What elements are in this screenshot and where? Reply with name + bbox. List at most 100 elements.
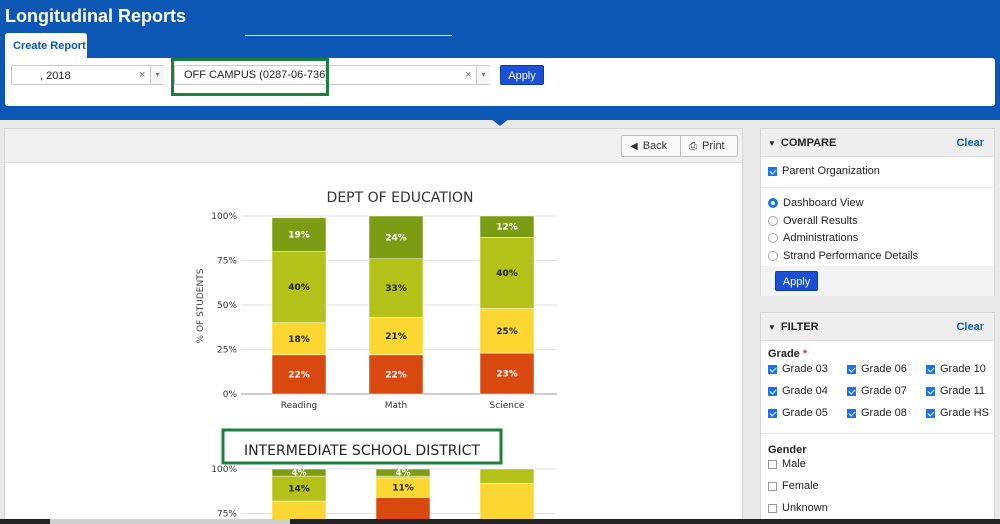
chevron-down-icon[interactable]: ▼: [768, 323, 776, 332]
campus-clear-icon[interactable]: ×: [465, 69, 472, 81]
radio-label: Dashboard View: [783, 197, 864, 209]
grade-checkbox[interactable]: Grade 06: [847, 363, 907, 375]
parent-organization-checkbox[interactable]: Parent Organization: [768, 165, 880, 177]
checkbox-checked-icon: [926, 364, 935, 374]
grade-label-text: Grade: [768, 348, 800, 360]
data-label: 12%: [496, 223, 518, 233]
grade-label: Grade 06: [861, 363, 907, 375]
print-button[interactable]: ⎙ Print: [680, 135, 738, 157]
radio-label: Strand Performance Details: [783, 250, 919, 262]
printer-icon: ⎙: [689, 141, 697, 152]
compare-panel-header[interactable]: ▼ COMPARE Clear: [761, 129, 994, 157]
chart-title-district: INTERMEDIATE SCHOOL DISTRICT: [244, 443, 480, 459]
checkbox-checked-icon: [768, 408, 777, 418]
data-label: 25%: [496, 327, 518, 337]
report-toolbar: ◀ Back ⎙ Print: [5, 129, 742, 163]
app-header: Longitudinal Reports Create Report , 201…: [0, 0, 1000, 126]
data-label: 11%: [392, 484, 414, 494]
bar-segment[interactable]: [368, 258, 424, 318]
data-label: 19%: [288, 231, 310, 241]
grade-label: Grade 04: [782, 385, 828, 397]
gender-checkbox-female[interactable]: Female: [768, 480, 819, 492]
header-pointer: [490, 118, 510, 126]
chart-y-axis-label: % OF STUDENTS: [196, 268, 206, 343]
campus-select[interactable]: OFF CAMPUS (0287-06-736) × ▾: [174, 65, 490, 85]
chevron-down-icon[interactable]: ▼: [768, 139, 776, 148]
campus-highlight-box: [171, 58, 329, 96]
checkbox-checked-icon: [926, 408, 935, 418]
radio-overall-results[interactable]: Overall Results: [768, 215, 858, 227]
grade-checkbox[interactable]: Grade 10: [926, 363, 986, 375]
filter-panel-header[interactable]: ▼ FILTER Clear: [761, 313, 994, 341]
divider: [761, 433, 994, 434]
report-panel: ◀ Back ⎙ Print DEPT OF EDUCATION % OF STUD…: [4, 128, 743, 524]
tab-create-report[interactable]: Create Report: [5, 33, 87, 59]
radio-administrations[interactable]: Administrations: [768, 232, 858, 244]
bar-segment[interactable]: [271, 251, 327, 324]
grade-checkbox[interactable]: Grade 04: [768, 385, 828, 397]
apply-filters-button[interactable]: Apply: [500, 65, 544, 85]
bar-segment[interactable]: [375, 468, 431, 477]
checkbox-icon: [768, 503, 777, 513]
radio-selected-icon: [768, 198, 778, 208]
gender-group-label: Gender: [768, 444, 807, 456]
bar-segment[interactable]: [479, 482, 535, 524]
year-clear-icon[interactable]: ×: [139, 69, 146, 81]
bar-segment[interactable]: [479, 352, 535, 395]
year-select[interactable]: , 2018 × ▾: [11, 65, 164, 85]
gender-label: Female: [782, 480, 819, 492]
year-chevron-down-icon[interactable]: ▾: [150, 66, 164, 84]
grade-checkbox[interactable]: Grade 03: [768, 363, 828, 375]
radio-dashboard-view[interactable]: Dashboard View: [768, 197, 864, 209]
checkbox-checked-icon: [847, 408, 856, 418]
radio-icon: [768, 251, 778, 261]
radio-icon: [768, 216, 778, 226]
bar-segment[interactable]: [271, 354, 327, 395]
data-label: 14%: [288, 485, 310, 495]
y-tick-label: 100%: [211, 465, 237, 475]
y-tick-label: 100%: [211, 212, 237, 222]
gender-checkbox-male[interactable]: Male: [768, 458, 806, 470]
chart-bars-district: 14% 4% 11% 4%: [271, 468, 535, 524]
bar-segment[interactable]: [368, 354, 424, 395]
district-highlight-box: [221, 428, 503, 465]
bar-segment[interactable]: [479, 215, 535, 238]
x-tick-label: Science: [490, 401, 525, 411]
checkbox-checked-icon: [768, 364, 777, 374]
grade-checkbox[interactable]: Grade 11: [926, 385, 985, 397]
grade-checkbox[interactable]: Grade HS: [926, 407, 989, 419]
filter-panel: ▼ FILTER Clear Grade * Grade 03 Grade 06 …: [760, 312, 995, 524]
radio-strand-performance-details[interactable]: Strand Performance Details: [768, 250, 918, 262]
bar-segment[interactable]: [479, 237, 535, 309]
bar-segment[interactable]: [271, 322, 327, 356]
back-button[interactable]: ◀ Back: [621, 135, 681, 157]
filter-clear-link[interactable]: Clear: [956, 321, 984, 333]
year-select-value: , 2018: [40, 70, 71, 82]
grade-checkbox[interactable]: Grade 05: [768, 407, 828, 419]
grade-checkbox[interactable]: Grade 07: [847, 385, 907, 397]
data-label: 22%: [385, 370, 407, 380]
arrow-left-icon: ◀: [630, 141, 638, 152]
gender-label: Male: [782, 458, 806, 470]
campus-chevron-down-icon[interactable]: ▾: [476, 66, 490, 84]
data-label: 40%: [496, 269, 518, 279]
compare-apply-button[interactable]: Apply: [775, 271, 818, 291]
checkbox-icon: [768, 459, 777, 469]
bar-segment[interactable]: [368, 215, 424, 259]
data-label: 18%: [288, 335, 310, 345]
print-button-label: Print: [702, 140, 725, 152]
gender-checkbox-unknown[interactable]: Unknown: [768, 502, 828, 514]
report-filter-bar: , 2018 × ▾ OFF CAMPUS (0287-06-736) × ▾ …: [5, 58, 995, 106]
divider: [761, 187, 994, 188]
grade-checkbox[interactable]: Grade 08: [847, 407, 907, 419]
header-divider: [245, 35, 452, 36]
data-label: 22%: [288, 370, 310, 380]
data-label: 4%: [395, 469, 410, 479]
bar-segment[interactable]: [271, 468, 327, 477]
bar-segment[interactable]: [479, 468, 535, 484]
bar-segment[interactable]: [271, 217, 327, 252]
chart-bars: 22% 18% 40% 19% 22% 21% 33% 24% 23% 25% 40% 12%: [271, 215, 535, 395]
data-label: 24%: [385, 233, 407, 243]
compare-clear-link[interactable]: Clear: [956, 137, 984, 149]
y-tick-label: 25%: [217, 346, 237, 356]
